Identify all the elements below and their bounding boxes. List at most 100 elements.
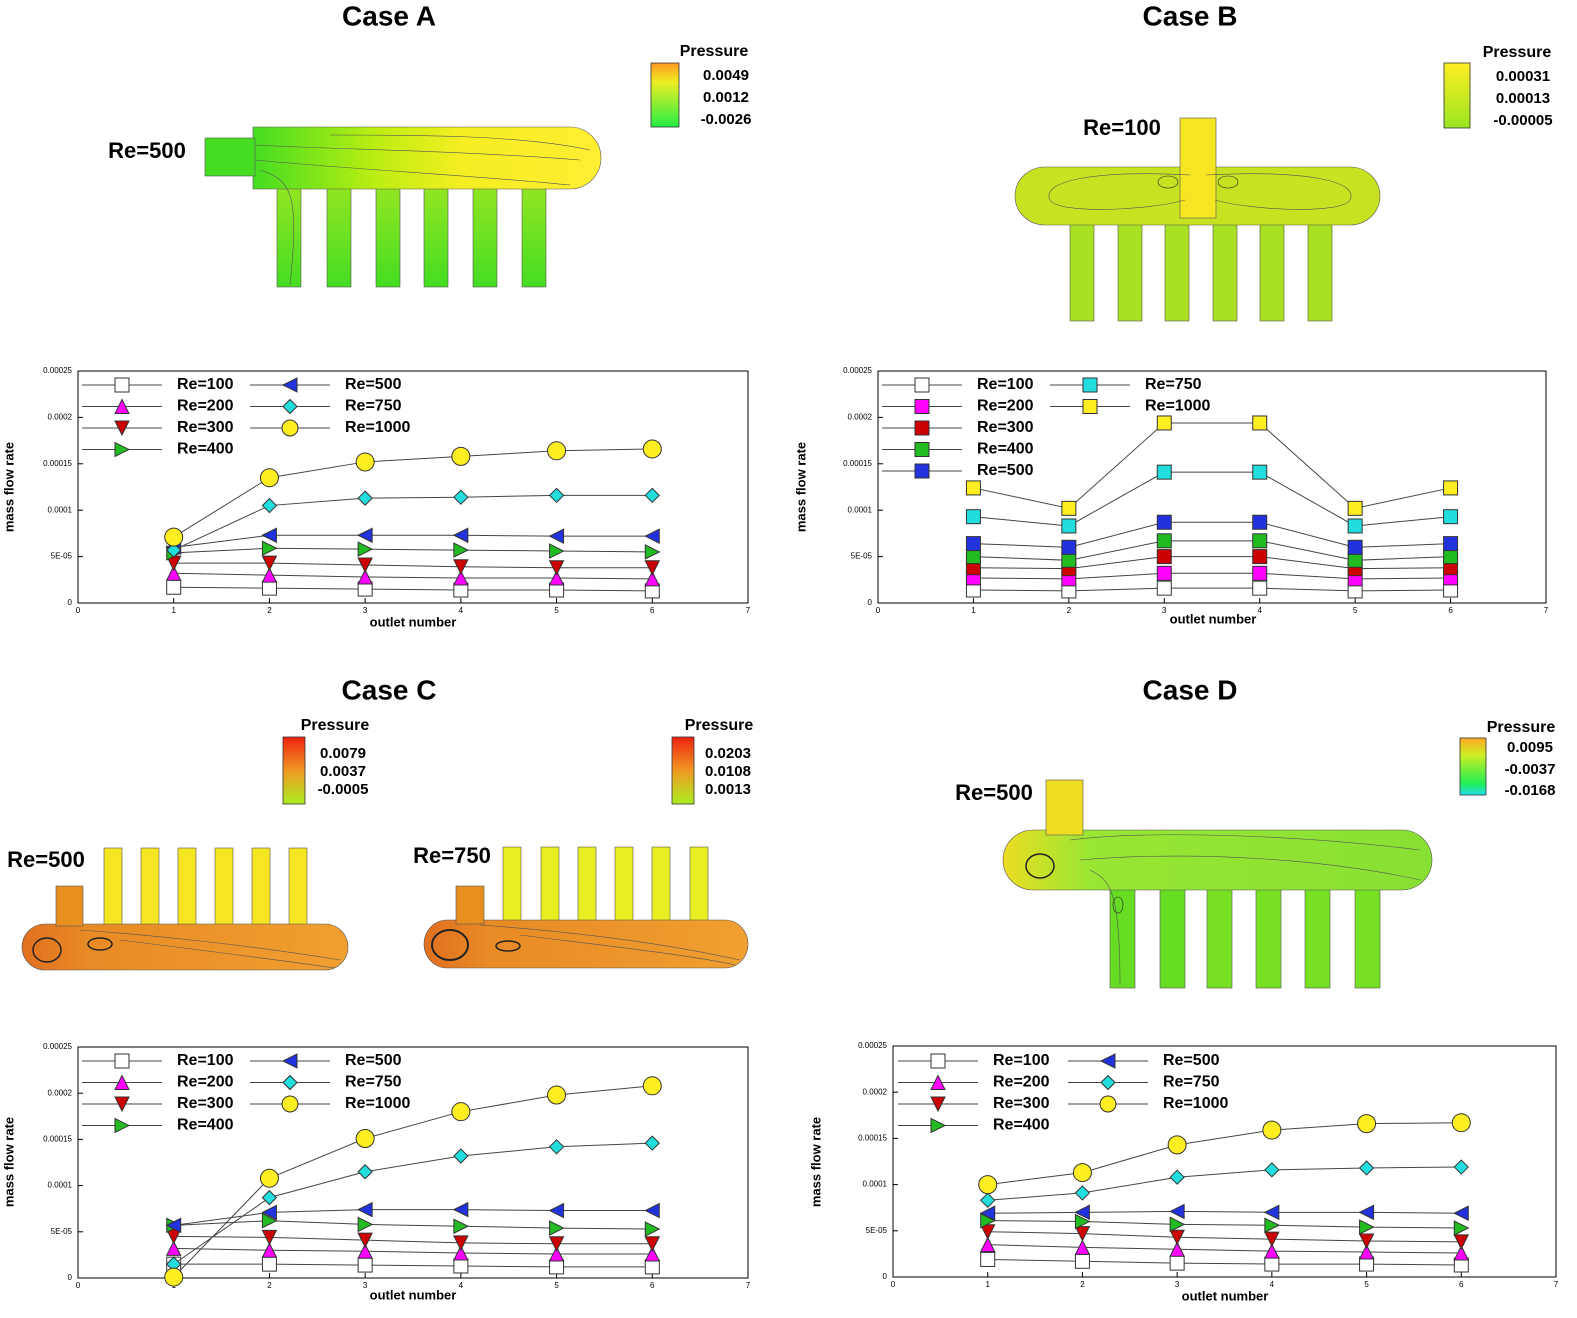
series-line bbox=[173, 1247, 653, 1255]
series-line bbox=[173, 448, 653, 538]
marker bbox=[261, 1212, 278, 1229]
legend-marker bbox=[1082, 377, 1098, 393]
series-line bbox=[173, 1263, 653, 1268]
marker bbox=[965, 509, 981, 525]
legend-marker bbox=[930, 1096, 946, 1113]
legend-marker bbox=[1099, 1053, 1116, 1069]
legend-marker bbox=[914, 463, 930, 479]
pressure-label: 0.0108 bbox=[705, 763, 751, 780]
legend-marker bbox=[114, 420, 130, 437]
marker bbox=[644, 570, 661, 587]
pressure-label: -0.0026 bbox=[701, 111, 752, 128]
marker bbox=[1358, 1243, 1375, 1260]
marker bbox=[357, 1257, 373, 1273]
legend-marker bbox=[914, 442, 930, 457]
legend-label: Re=1000 bbox=[345, 419, 410, 436]
pressure-title: Pressure bbox=[301, 717, 370, 734]
marker bbox=[1169, 1203, 1185, 1220]
x-tick-label: 7 bbox=[746, 1281, 751, 1290]
marker bbox=[261, 1229, 278, 1246]
marker bbox=[1156, 514, 1172, 530]
flow-field-b bbox=[1014, 117, 1381, 322]
plot-frame bbox=[877, 370, 1547, 604]
marker bbox=[644, 487, 660, 504]
legend-label: Re=300 bbox=[993, 1095, 1050, 1112]
marker bbox=[261, 527, 277, 544]
marker bbox=[261, 1189, 278, 1206]
marker bbox=[1358, 1233, 1375, 1250]
marker bbox=[452, 527, 469, 544]
legend-label: Re=400 bbox=[177, 1117, 234, 1134]
legend-label: Re=100 bbox=[993, 1052, 1050, 1069]
x-tick-label: 3 bbox=[1175, 1280, 1180, 1289]
marker bbox=[357, 557, 373, 574]
y-tick-label: 0 bbox=[68, 1273, 73, 1282]
pressure-label: 0.0013 bbox=[705, 781, 751, 798]
legend-marker bbox=[282, 1074, 298, 1091]
legend-marker bbox=[1099, 1095, 1117, 1113]
marker bbox=[1443, 480, 1459, 496]
x-tick-label: 0 bbox=[76, 1281, 81, 1290]
y-tick-label: 0.0001 bbox=[848, 505, 873, 514]
marker bbox=[1252, 464, 1268, 480]
marker bbox=[1169, 1216, 1186, 1233]
legend-marker bbox=[281, 419, 299, 437]
marker bbox=[1074, 1226, 1091, 1242]
marker bbox=[644, 528, 660, 544]
pressure-title: Pressure bbox=[680, 43, 749, 60]
legend-marker bbox=[114, 1096, 130, 1113]
marker bbox=[165, 1217, 182, 1234]
y-tick-label: 5E-05 bbox=[866, 1226, 888, 1235]
pressure-label: 0.0079 bbox=[320, 745, 366, 762]
legend-label: Re=750 bbox=[1163, 1074, 1220, 1091]
marker bbox=[259, 468, 279, 488]
y-tick-label: 0.0001 bbox=[48, 505, 73, 514]
y-tick-label: 5E-05 bbox=[51, 552, 73, 561]
y-tick-label: 0.0002 bbox=[48, 413, 73, 422]
marker bbox=[1252, 565, 1268, 581]
x-axis-label: outlet number bbox=[370, 614, 457, 629]
y-tick-label: 0.00025 bbox=[43, 366, 72, 375]
series-line bbox=[173, 1209, 653, 1226]
marker bbox=[1252, 533, 1268, 549]
series-line bbox=[987, 1210, 1462, 1214]
series-line bbox=[173, 572, 653, 580]
marker bbox=[1453, 1159, 1469, 1175]
y-tick-label: 0.00015 bbox=[858, 1134, 887, 1143]
legend-marker bbox=[281, 1095, 299, 1113]
marker bbox=[965, 549, 981, 565]
y-tick-label: 0.00015 bbox=[43, 459, 72, 468]
x-tick-label: 1 bbox=[971, 606, 976, 615]
marker bbox=[1169, 1169, 1185, 1185]
series-line bbox=[173, 586, 653, 592]
series-line bbox=[987, 1122, 1462, 1186]
marker bbox=[642, 439, 662, 459]
x-tick-label: 1 bbox=[171, 606, 176, 615]
marker bbox=[355, 1128, 375, 1148]
marker bbox=[548, 487, 565, 504]
series-line bbox=[973, 540, 1451, 561]
case-title: Case B bbox=[1143, 0, 1238, 31]
marker bbox=[355, 452, 375, 472]
plot-frame bbox=[77, 370, 749, 604]
series-line bbox=[173, 562, 653, 569]
marker bbox=[165, 565, 182, 581]
marker bbox=[549, 1259, 565, 1275]
marker bbox=[165, 1228, 182, 1245]
legend-marker bbox=[914, 399, 930, 414]
marker bbox=[1453, 1234, 1470, 1251]
x-tick-label: 7 bbox=[746, 606, 751, 615]
marker bbox=[548, 1139, 565, 1155]
marker bbox=[644, 1245, 661, 1262]
pressure-title: Pressure bbox=[685, 717, 754, 734]
x-tick-label: 0 bbox=[891, 1280, 896, 1289]
marker bbox=[1263, 1204, 1280, 1221]
plot-frame bbox=[77, 1046, 749, 1279]
x-tick-label: 5 bbox=[1364, 1280, 1369, 1289]
legend-label: Re=1000 bbox=[1145, 398, 1210, 415]
marker bbox=[1156, 415, 1172, 431]
y-tick-label: 0.0002 bbox=[863, 1087, 888, 1096]
marker bbox=[1451, 1113, 1471, 1133]
re-label: Re=500 bbox=[955, 780, 1033, 805]
marker bbox=[1264, 1243, 1280, 1259]
